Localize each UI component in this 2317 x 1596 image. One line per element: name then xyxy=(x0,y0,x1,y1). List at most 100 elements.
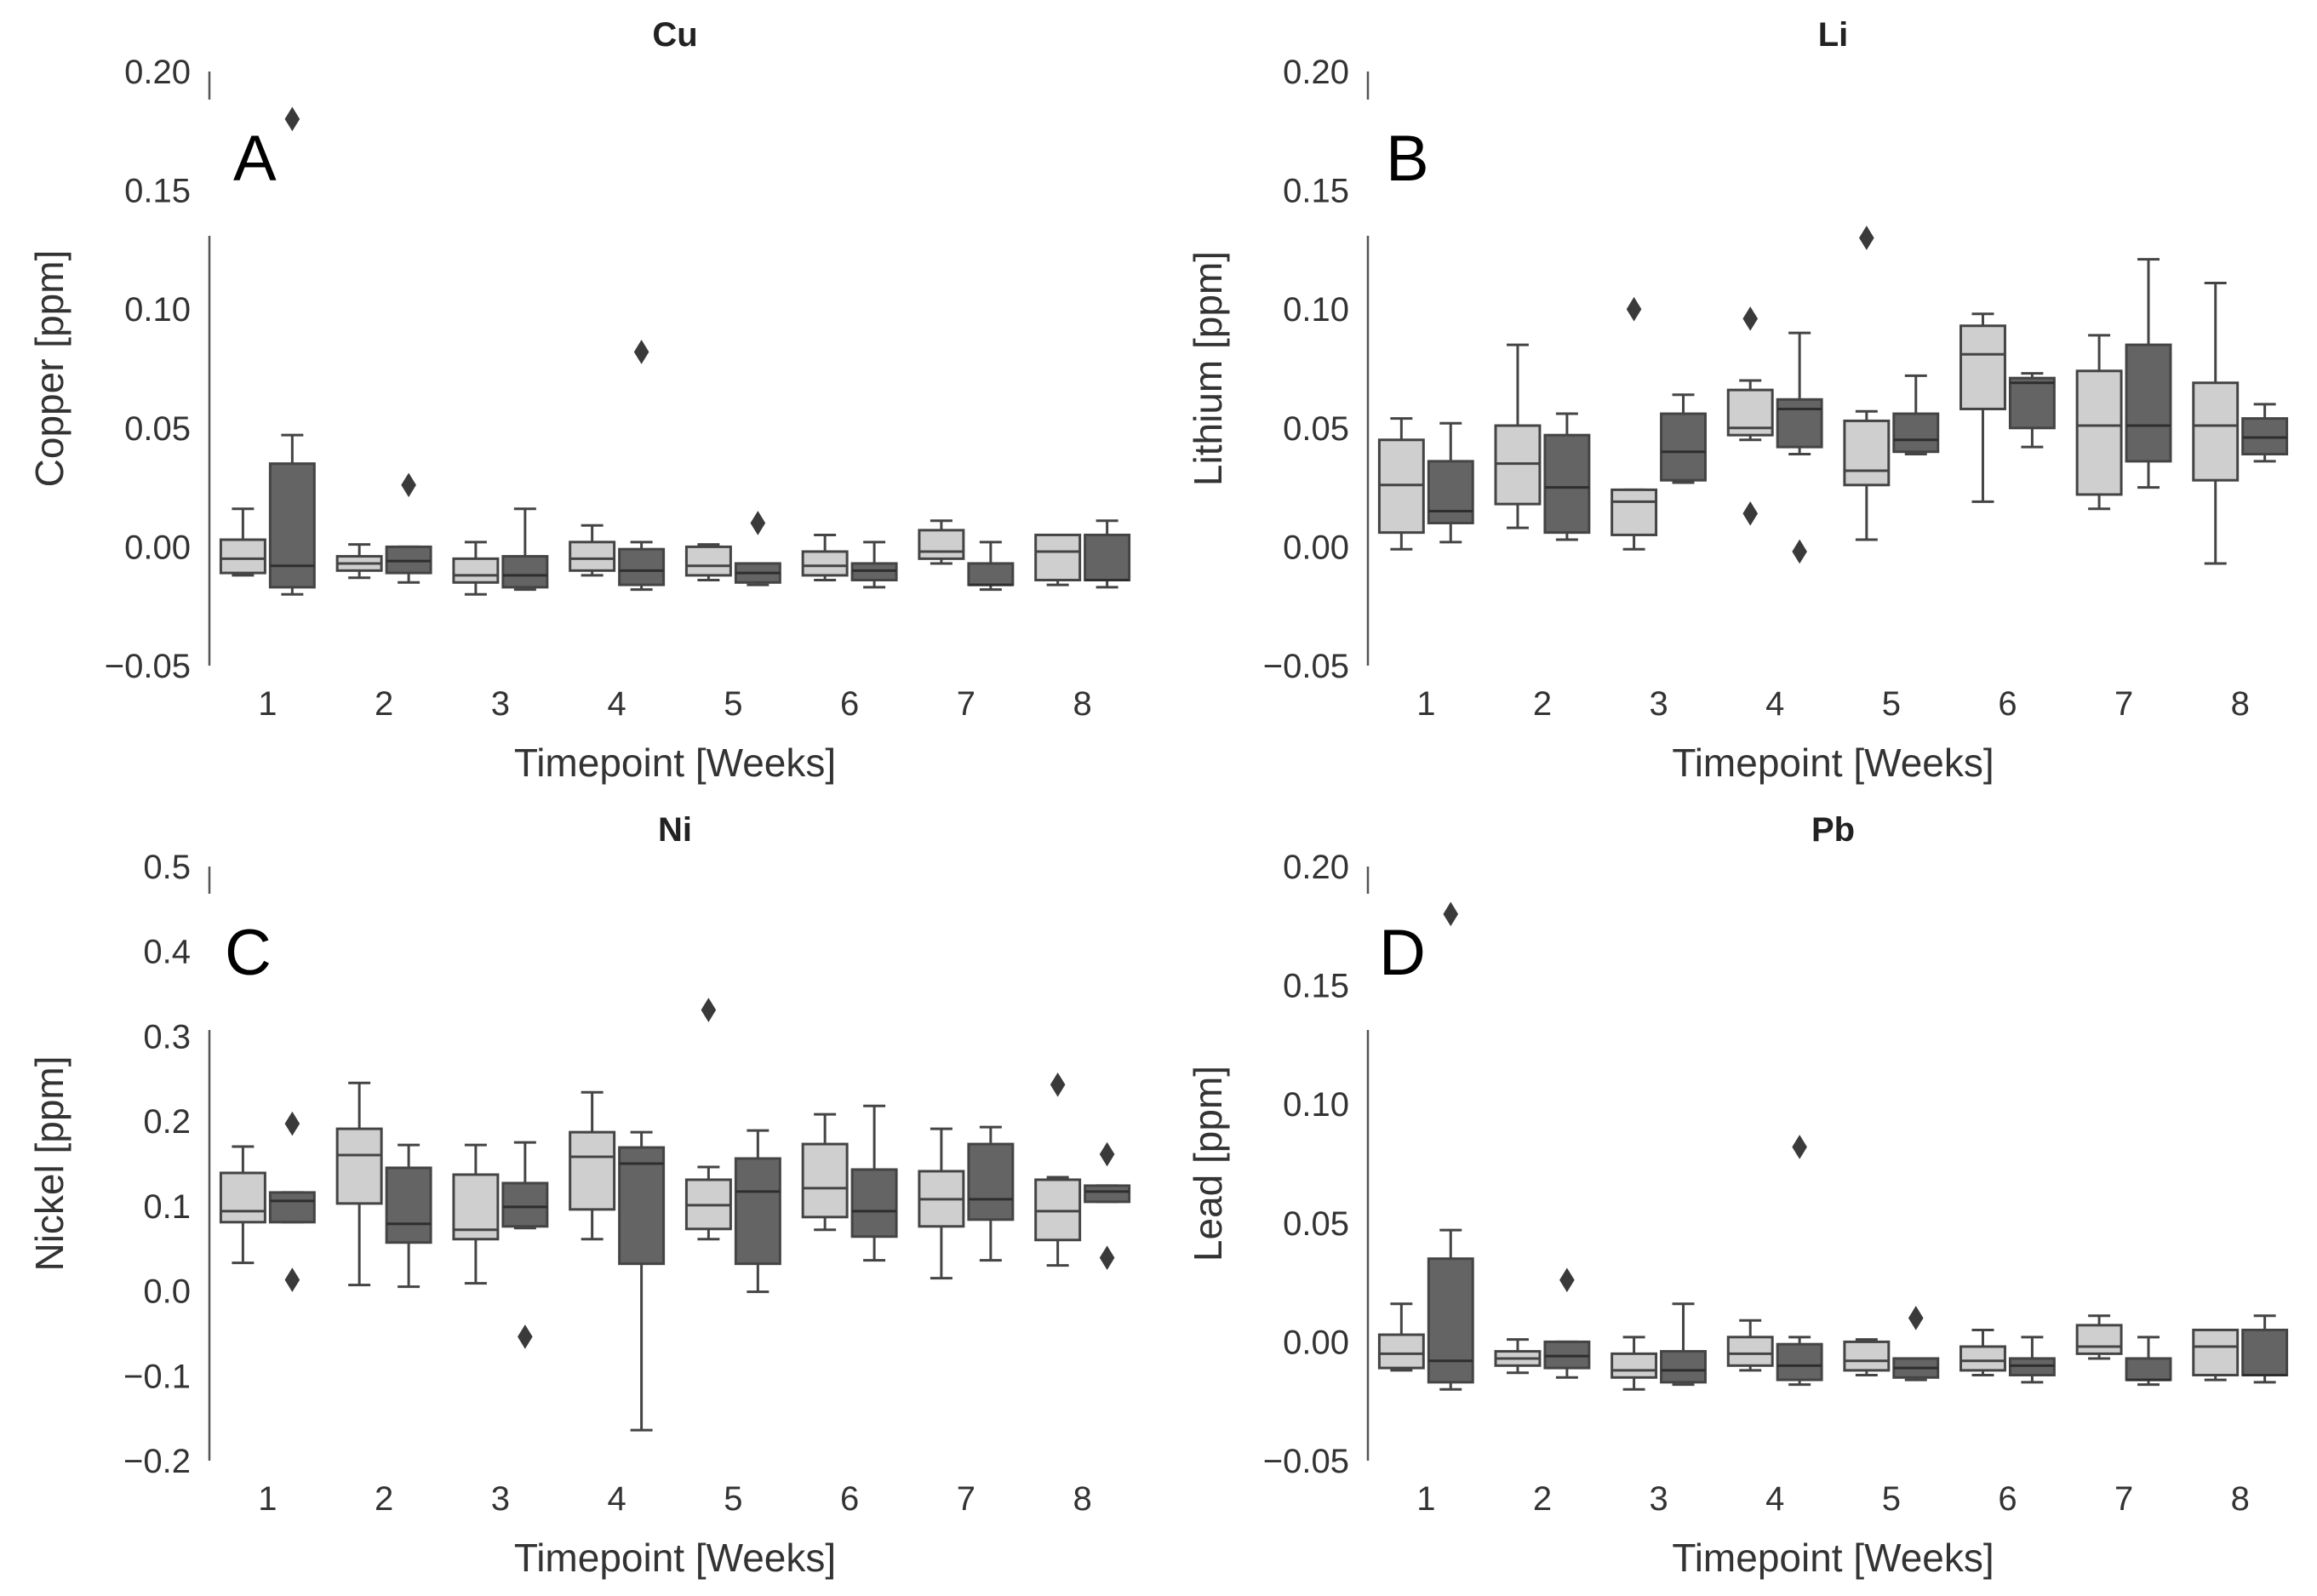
outlier-point xyxy=(1443,901,1459,927)
outlier-point xyxy=(633,340,649,364)
box-group_b-week-1 xyxy=(1427,901,1474,1391)
y-axis-label: Nickel [ppm] xyxy=(27,1055,72,1271)
box-group_a-week-8 xyxy=(2192,281,2240,565)
x-tick-label: 8 xyxy=(2231,1480,2250,1518)
x-tick-label: 5 xyxy=(724,685,742,723)
x-tick-label: 8 xyxy=(1073,1480,1092,1518)
y-tick-label: 0.05 xyxy=(124,410,191,448)
x-tick-label: 7 xyxy=(957,1480,975,1518)
box-group_a-week-5 xyxy=(1843,226,1891,541)
box-group_a-week-4 xyxy=(569,1090,616,1241)
y-tick-label: 0.20 xyxy=(1283,849,1349,886)
box-group_a-week-1 xyxy=(1377,1302,1425,1372)
x-tick-label: 7 xyxy=(2114,685,2133,723)
box-iqr xyxy=(1610,488,1658,536)
y-tick-label: −0.05 xyxy=(1263,648,1349,685)
box-group_b-week-4 xyxy=(1776,331,1823,564)
y-tick-label: 0.5 xyxy=(143,849,191,886)
box-group_b-week-7 xyxy=(2125,258,2172,489)
x-tick-label: 2 xyxy=(375,685,393,723)
box-group_b-week-5 xyxy=(1892,1306,1940,1381)
outlier-point xyxy=(284,106,300,132)
chart-panel-d: −0.05 0.00 0.05 0.10 0.15 0.20 1 2 3 4 5 6 7 8 Pb Timep… xyxy=(1186,811,2289,1580)
box-group_a-week-1 xyxy=(219,1145,266,1265)
box-group_b-week-3 xyxy=(501,1141,549,1349)
outlier-point xyxy=(1792,539,1807,564)
outlier-point xyxy=(1626,296,1642,322)
box-iqr xyxy=(2075,369,2123,496)
box-iqr xyxy=(1660,412,1707,482)
box-group_b-week-6 xyxy=(850,1104,898,1262)
box-group_b-week-1 xyxy=(1427,421,1474,544)
x-tick-label: 5 xyxy=(1882,685,1901,723)
box-iqr xyxy=(801,550,849,577)
panel-label: C xyxy=(225,917,272,989)
box-iqr xyxy=(1776,398,1823,449)
box-group_b-week-6 xyxy=(850,541,898,589)
box-iqr xyxy=(850,1168,898,1238)
outlier-point xyxy=(1559,1267,1575,1293)
x-tick-label: 5 xyxy=(724,1480,742,1518)
y-tick-label: 0.05 xyxy=(1283,410,1349,448)
x-tick-label: 1 xyxy=(258,685,277,723)
box-group_a-week-3 xyxy=(452,1143,500,1285)
box-group_a-week-3 xyxy=(1610,296,1658,551)
box-iqr xyxy=(268,462,316,589)
box-group_b-week-3 xyxy=(501,507,549,592)
box-iqr xyxy=(918,529,965,560)
box-iqr xyxy=(2008,376,2056,430)
y-tick-label: 0.1 xyxy=(143,1188,191,1226)
outlier-point xyxy=(401,472,416,498)
outlier-point xyxy=(701,998,717,1022)
box-group_a-week-1 xyxy=(1377,417,1425,551)
y-tick-label: 0.05 xyxy=(1283,1205,1349,1243)
box-iqr xyxy=(734,1157,781,1266)
box-group_a-week-3 xyxy=(1610,1336,1658,1391)
box-group_a-week-2 xyxy=(1494,1338,1542,1375)
box-group_b-week-1 xyxy=(268,106,316,596)
x-axis-label: Timepoint [Weeks] xyxy=(1672,1536,1994,1580)
x-axis-label: Timepoint [Weeks] xyxy=(1672,741,1994,785)
y-tick-label: 0.00 xyxy=(1283,1324,1349,1361)
box-group_a-week-4 xyxy=(569,523,616,577)
box-group_b-week-4 xyxy=(618,1130,666,1432)
box-iqr xyxy=(967,1142,1015,1221)
box-group_a-week-8 xyxy=(2192,1328,2240,1381)
box-iqr xyxy=(2241,1328,2289,1376)
box-iqr xyxy=(1959,324,2006,410)
y-tick-label: 0.10 xyxy=(1283,291,1349,329)
x-tick-label: 2 xyxy=(1533,1480,1552,1518)
y-axis-label: Lead [ppm] xyxy=(1186,1066,1230,1261)
box-group_a-week-5 xyxy=(684,543,732,581)
outlier-point xyxy=(284,1267,300,1292)
x-tick-label: 3 xyxy=(491,1480,510,1518)
outlier-point xyxy=(1099,1141,1115,1167)
x-tick-label: 6 xyxy=(1998,685,2017,723)
x-tick-label: 3 xyxy=(1649,1480,1668,1518)
box-group_b-week-2 xyxy=(385,1143,432,1289)
box-iqr xyxy=(501,1181,549,1228)
box-iqr xyxy=(1660,1350,1707,1384)
x-tick-label: 4 xyxy=(1765,685,1784,723)
box-group_a-week-2 xyxy=(1494,343,1542,529)
y-tick-label: 0.2 xyxy=(143,1103,191,1141)
box-group_a-week-5 xyxy=(1843,1338,1891,1376)
box-iqr xyxy=(1377,1333,1425,1370)
y-tick-label: 0.00 xyxy=(1283,529,1349,566)
outlier-point xyxy=(1908,1306,1924,1330)
chart-title: Pb xyxy=(1811,811,1855,849)
box-iqr xyxy=(569,541,616,572)
x-tick-label: 2 xyxy=(1533,685,1552,723)
box-group_b-week-3 xyxy=(1660,1302,1707,1387)
y-tick-label: 0.0 xyxy=(143,1273,191,1311)
panel-label: A xyxy=(233,123,277,195)
y-tick-label: 0.10 xyxy=(1283,1086,1349,1124)
box-iqr xyxy=(618,547,666,586)
box-group_a-week-5 xyxy=(684,998,732,1241)
box-iqr xyxy=(268,1191,316,1224)
box-group_b-week-4 xyxy=(618,340,666,592)
outlier-point xyxy=(1050,1072,1066,1097)
box-group_a-week-7 xyxy=(2075,1314,2123,1360)
y-tick-label: 0.15 xyxy=(124,173,191,210)
